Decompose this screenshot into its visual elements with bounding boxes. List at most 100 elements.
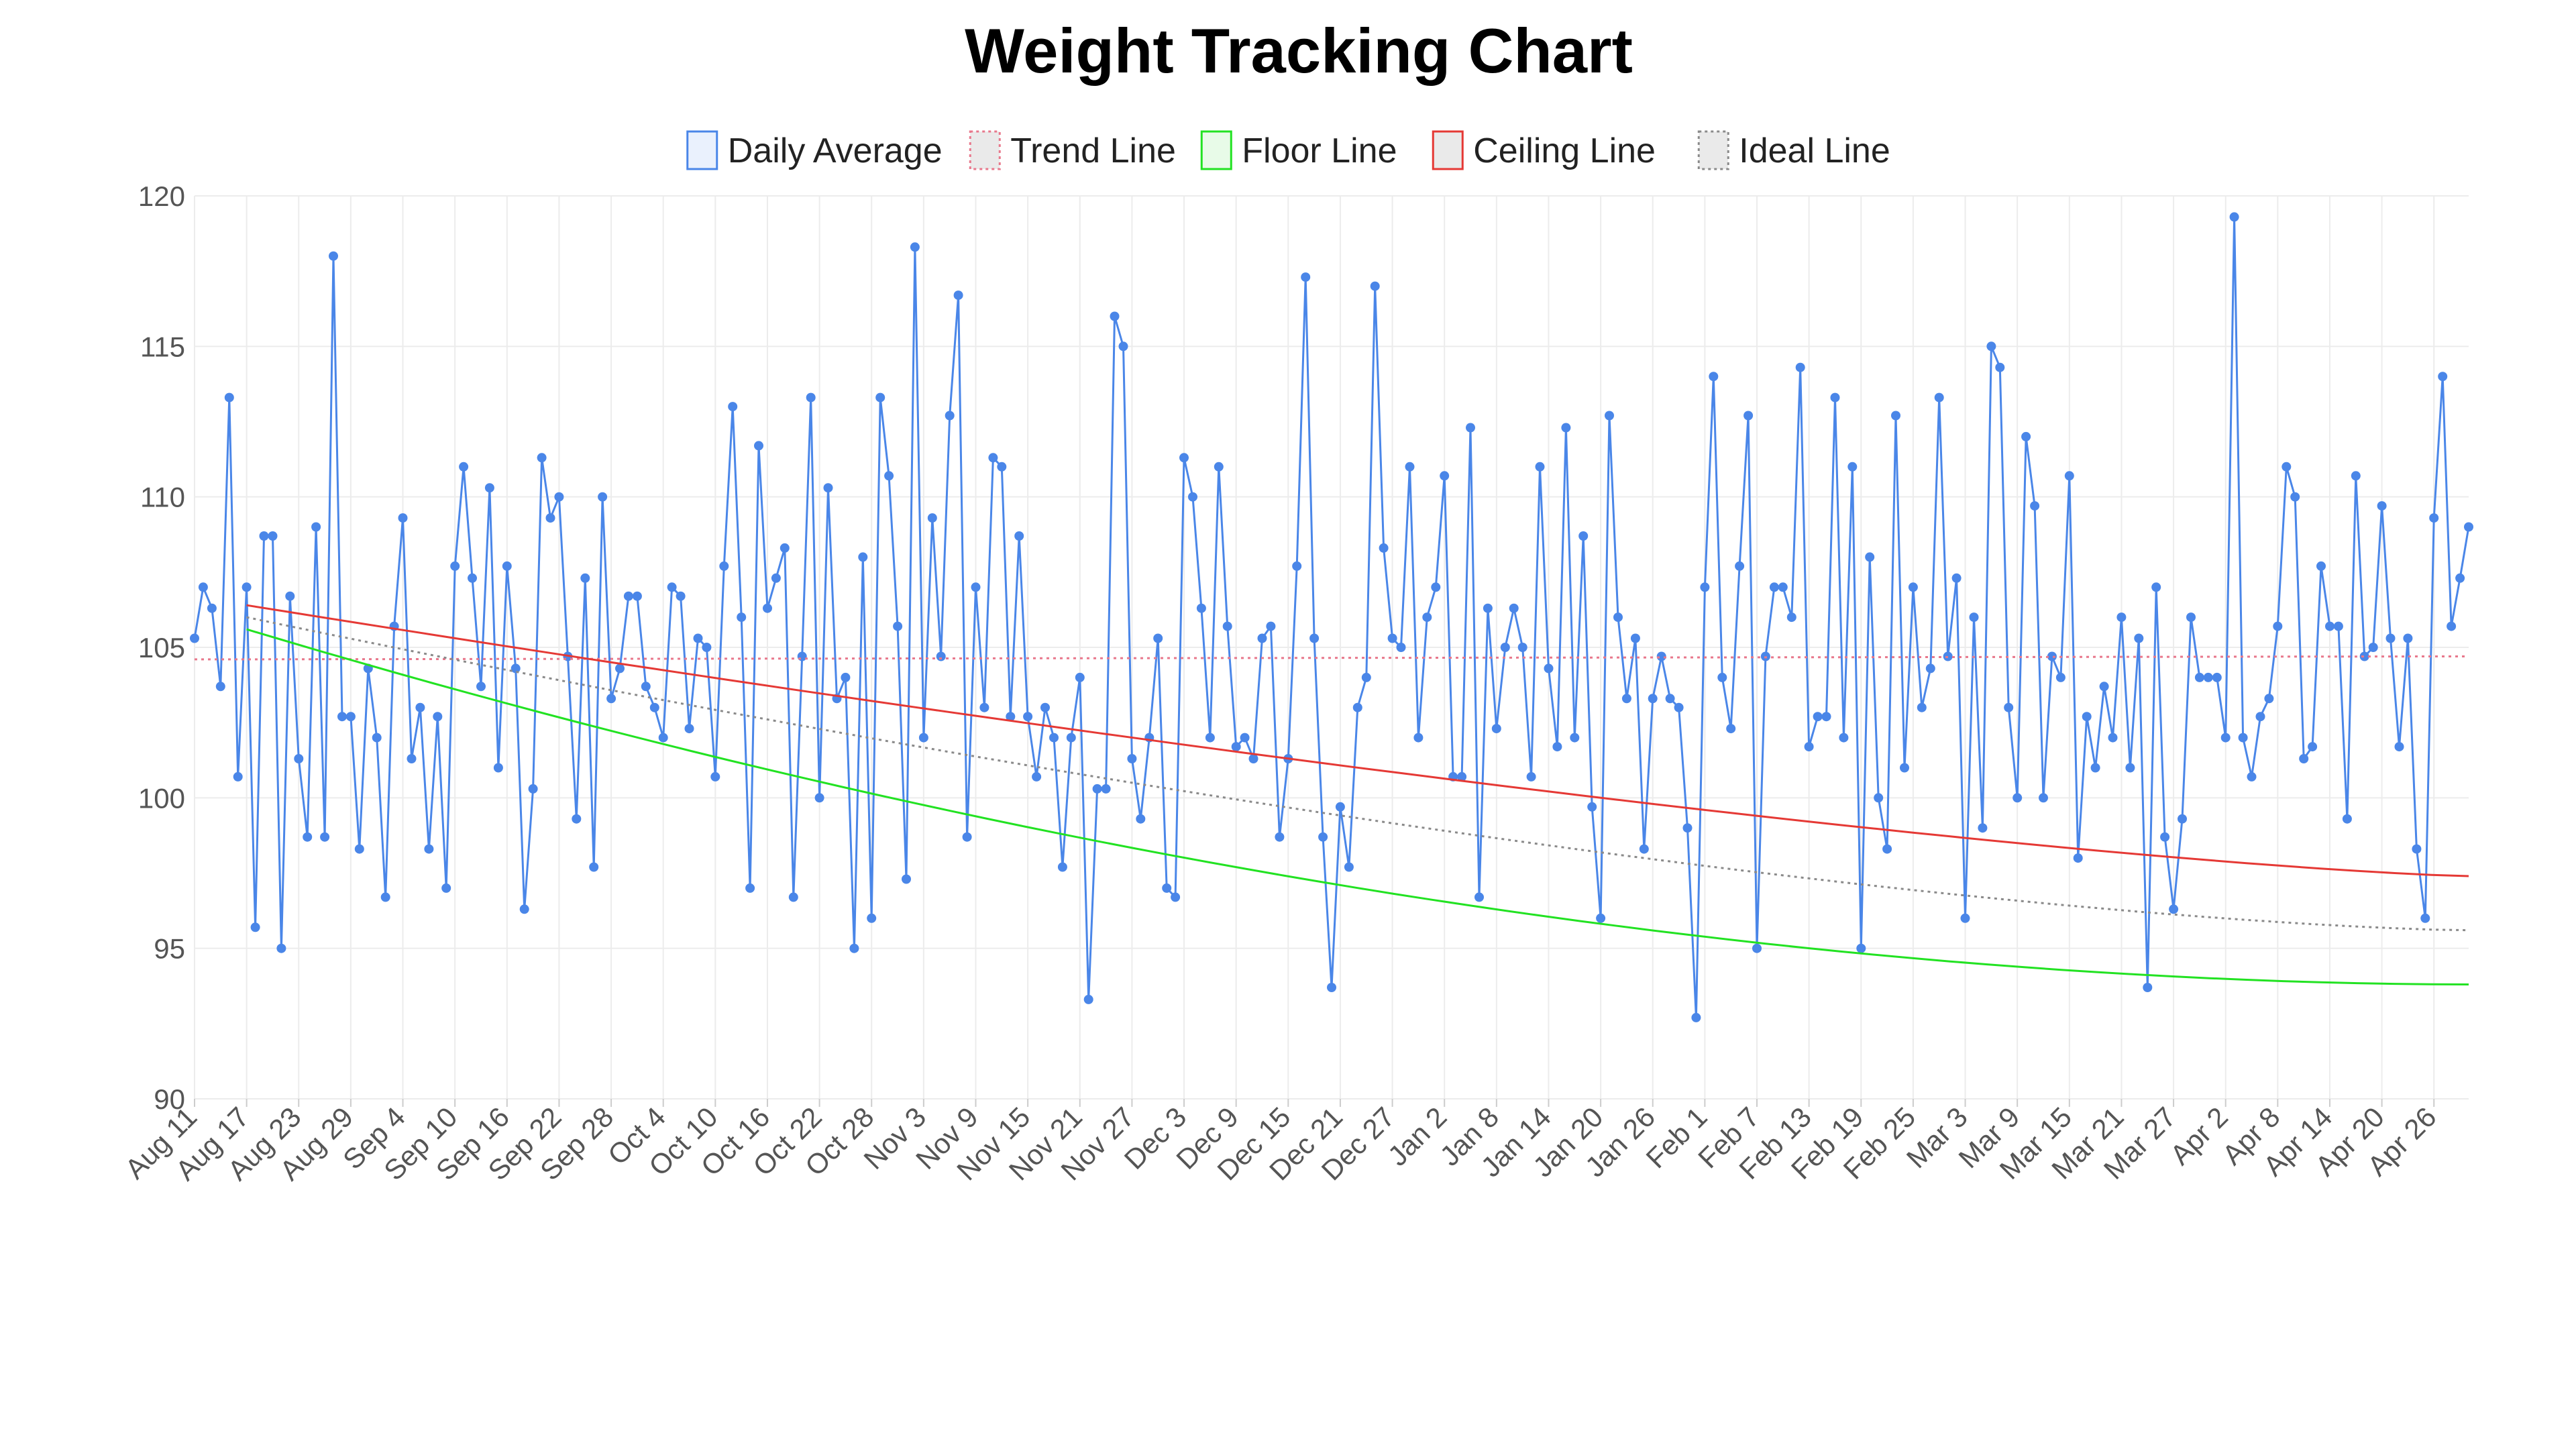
data-point — [1821, 712, 1831, 722]
data-point — [2282, 462, 2292, 472]
data-point — [1023, 712, 1033, 722]
data-point — [354, 844, 364, 854]
data-point — [2143, 983, 2153, 992]
legend-item-floor-line[interactable]: Floor Line — [1200, 130, 1397, 170]
data-point — [2447, 621, 2457, 631]
data-point — [1361, 672, 1371, 682]
data-point — [1075, 672, 1085, 682]
data-point — [1231, 742, 1241, 752]
chart-title: Weight Tracking Chart — [965, 15, 1633, 86]
data-point — [1422, 612, 1432, 623]
x-tick-label: Apr 2 — [2164, 1101, 2234, 1171]
data-point — [1960, 913, 1970, 923]
data-point — [1222, 621, 1232, 631]
data-point — [2012, 793, 2023, 803]
legend-swatch — [1697, 130, 1729, 170]
data-point — [1405, 462, 1415, 472]
data-point — [1535, 462, 1545, 472]
y-tick-label: 110 — [140, 482, 185, 513]
data-point — [1630, 633, 1640, 643]
data-point — [1795, 362, 1805, 372]
data-point — [1257, 633, 1267, 643]
data-point — [598, 492, 608, 502]
data-point — [1717, 672, 1727, 682]
legend-item-daily-average[interactable]: Daily Average — [686, 130, 943, 170]
data-point — [1179, 453, 1189, 463]
data-point — [2073, 853, 2083, 863]
data-point — [1552, 742, 1562, 752]
legend-item-ideal-line[interactable]: Ideal Line — [1697, 130, 1890, 170]
data-point — [1214, 462, 1224, 472]
data-point — [1118, 341, 1128, 352]
legend-swatch — [686, 130, 718, 170]
data-point — [1639, 844, 1649, 854]
data-point — [2420, 913, 2430, 923]
data-point — [1917, 702, 1927, 712]
data-point — [719, 561, 729, 571]
data-point — [502, 561, 512, 571]
data-point — [902, 874, 911, 884]
data-point — [2229, 212, 2239, 222]
data-point — [1578, 531, 1589, 541]
data-point — [424, 844, 434, 854]
data-point — [875, 392, 885, 402]
reference-line — [246, 628, 2469, 985]
data-point — [649, 702, 659, 712]
data-point — [1457, 771, 1467, 782]
data-point — [2438, 372, 2448, 382]
data-point — [2290, 492, 2300, 502]
data-point — [893, 621, 903, 631]
legend-label: Ideal Line — [1739, 131, 1890, 170]
data-point — [806, 392, 816, 402]
data-point — [797, 651, 807, 661]
data-point — [276, 943, 286, 953]
data-point — [2169, 904, 2179, 914]
data-point — [1309, 633, 1320, 643]
data-point — [1196, 603, 1206, 613]
data-point — [1275, 832, 1285, 842]
data-point — [1248, 754, 1258, 763]
data-point — [1509, 603, 1519, 613]
legend-item-trend-line[interactable]: Trend Line — [969, 130, 1176, 170]
data-point — [953, 290, 963, 301]
data-point — [233, 771, 243, 782]
grid-layer — [194, 195, 2469, 1099]
data-point — [1830, 392, 1840, 402]
x-tick-label: Mar 3 — [1900, 1101, 1974, 1174]
data-point — [1656, 651, 1666, 661]
data-point — [1032, 771, 1042, 782]
data-point — [468, 573, 477, 583]
data-point — [1318, 832, 1328, 842]
data-point — [2273, 621, 2283, 631]
data-point — [2351, 471, 2361, 481]
data-point — [2090, 763, 2100, 773]
series-floor-line — [246, 628, 2469, 985]
data-point — [702, 643, 712, 652]
data-point — [2255, 712, 2265, 722]
data-point — [1466, 423, 1475, 433]
reference-line — [246, 604, 2469, 877]
data-point — [1327, 983, 1336, 992]
y-tick-label: 115 — [140, 331, 185, 362]
data-point — [1969, 612, 1979, 623]
data-point — [1978, 823, 1988, 833]
data-point — [1865, 552, 1875, 562]
data-point — [441, 883, 451, 893]
data-point — [1171, 892, 1181, 902]
data-point — [988, 453, 998, 463]
data-point — [632, 591, 642, 601]
data-point — [910, 242, 920, 252]
data-point — [1006, 712, 1016, 722]
data-point — [2464, 522, 2473, 532]
data-point — [1891, 411, 1900, 421]
data-point — [971, 582, 981, 592]
legend-item-ceiling-line[interactable]: Ceiling Line — [1432, 130, 1656, 170]
data-point — [1517, 643, 1527, 652]
data-point — [615, 663, 625, 674]
legend-swatch — [1200, 130, 1232, 170]
data-point — [737, 612, 747, 623]
data-point — [1136, 814, 1146, 824]
data-point — [1605, 411, 1614, 421]
data-point — [2299, 754, 2309, 763]
